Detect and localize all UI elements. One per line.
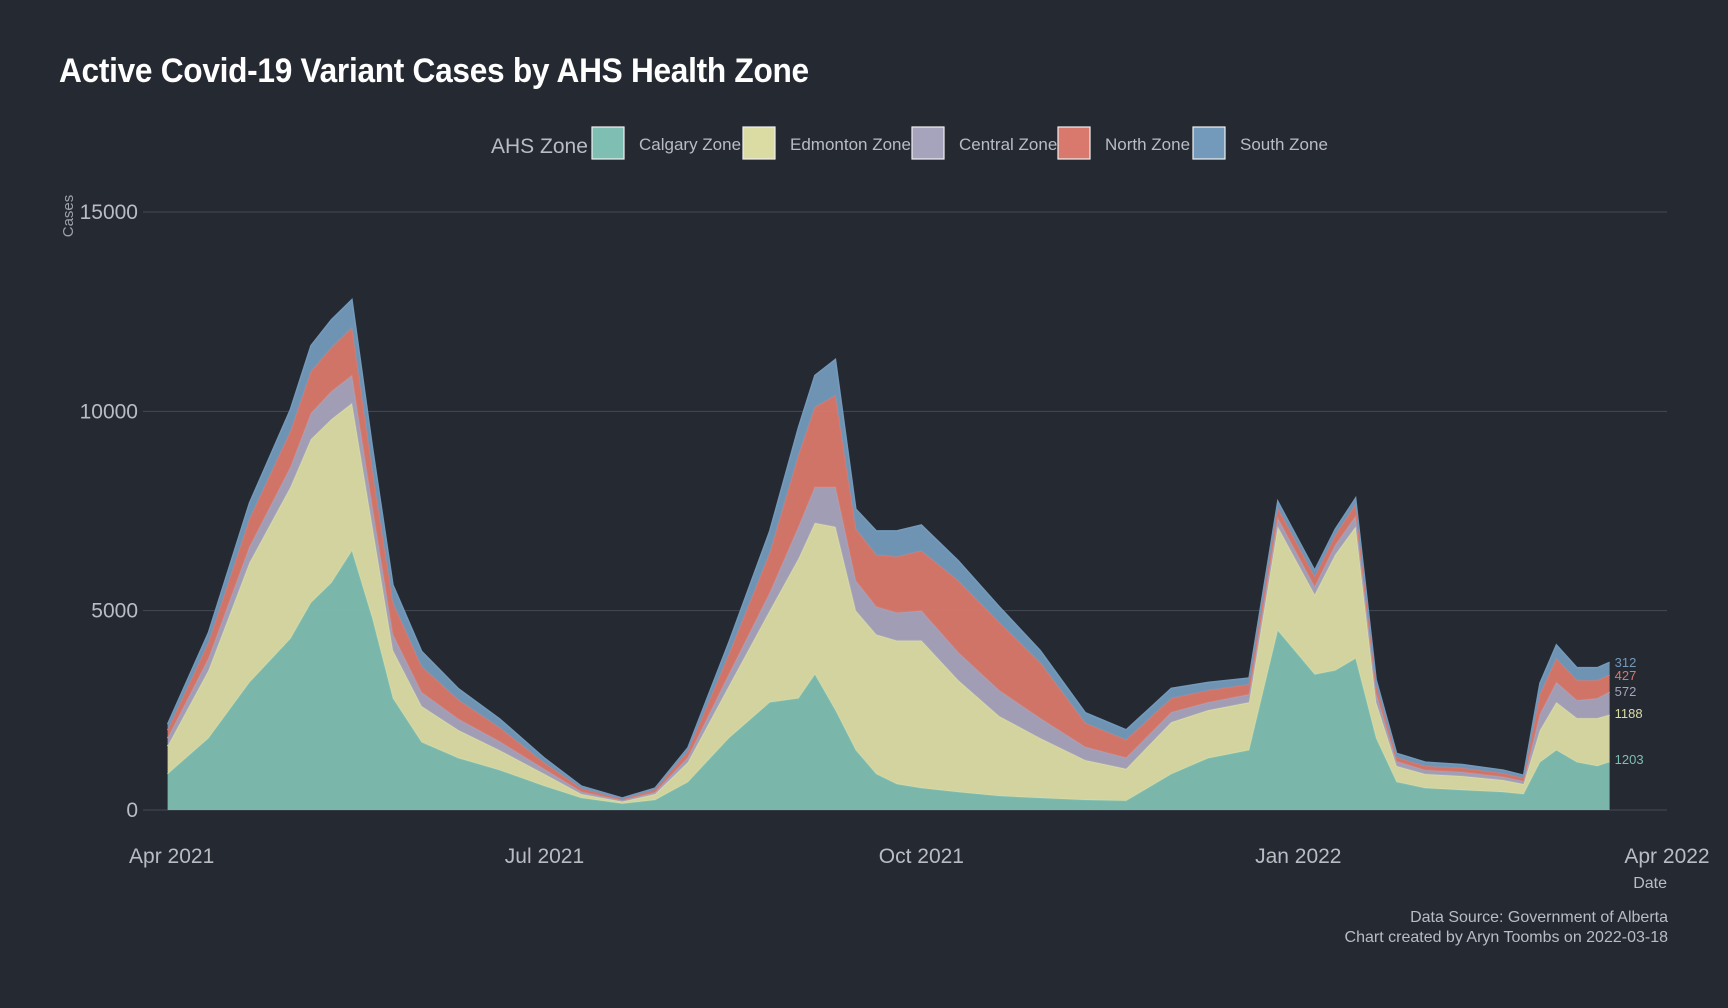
end-label: 1203 (1615, 752, 1644, 767)
y-tick-label: 0 (126, 799, 138, 822)
caption-author: Chart created by Aryn Toombs on 2022-03-… (1344, 929, 1668, 946)
area-north-zone (167, 327, 1610, 801)
end-label: 312 (1615, 655, 1637, 670)
legend-swatch (1057, 126, 1091, 160)
y-tick-label: 5000 (91, 600, 138, 623)
x-tick-label: Jan 2022 (1255, 845, 1341, 868)
x-tick-label: Apr 2021 (129, 845, 214, 868)
x-axis-label: Date (1633, 875, 1667, 892)
line-south-zone (166, 298, 1610, 799)
caption-source: Data Source: Government of Alberta (1410, 909, 1668, 926)
area-calgary-zone (167, 550, 1610, 810)
legend-item-label: Central Zone (959, 135, 1057, 154)
x-tick-label: Jul 2021 (505, 845, 584, 868)
x-tick-label: Apr 2022 (1624, 845, 1709, 868)
chart-caption: Data Source: Government of Alberta Chart… (1345, 908, 1668, 948)
y-axis-label: Cases (60, 195, 77, 238)
legend-item-label: South Zone (1240, 135, 1328, 154)
end-label: 427 (1615, 668, 1637, 683)
legend-swatch (1192, 126, 1226, 160)
y-tick-label: 15000 (80, 201, 138, 224)
x-tick-label: Oct 2021 (879, 845, 964, 868)
legend-swatch (742, 126, 776, 160)
area-edmonton-zone (167, 403, 1610, 804)
end-label: 572 (1615, 684, 1637, 699)
chart-title: Active Covid-19 Variant Cases by AHS Hea… (59, 52, 809, 90)
area-south-zone (167, 299, 1610, 800)
end-label: 1188 (1615, 706, 1643, 721)
legend-title: AHS Zone (491, 135, 588, 158)
legend-item-label: North Zone (1105, 135, 1190, 154)
y-tick-label: 10000 (80, 400, 138, 423)
legend-swatch (911, 126, 945, 160)
legend-item-label: Calgary Zone (639, 135, 741, 154)
legend-swatch (591, 126, 625, 160)
legend-item-label: Edmonton Zone (790, 135, 911, 154)
